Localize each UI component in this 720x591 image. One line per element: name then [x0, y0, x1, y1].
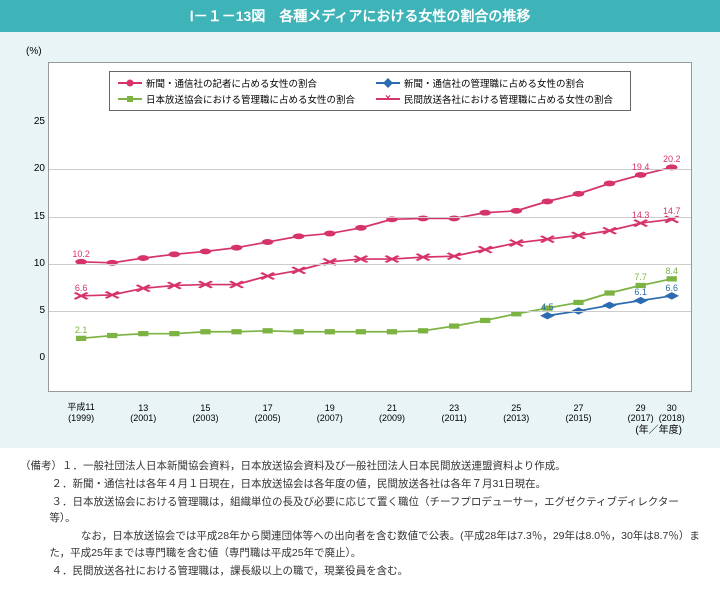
y-tick-label: 10 — [21, 258, 45, 269]
y-tick-label: 15 — [21, 211, 45, 222]
x-tick-label: 15(2003) — [192, 403, 218, 423]
data-label: 19.4 — [632, 162, 650, 172]
x-tick-label: 27(2015) — [565, 403, 591, 423]
data-label: 14.3 — [632, 210, 650, 220]
note-line: ２．新聞・通信社は各年４月１日現在，日本放送協会は各年度の値，民間放送各社は各年… — [20, 476, 700, 493]
data-label: 8.4 — [665, 266, 678, 276]
note-line: ４．民間放送各社における管理職は，課長級以上の職で，現業役員を含む。 — [20, 563, 700, 580]
notes-section: （備考）１．一般社団法人日本新聞協会資料，日本放送協会資料及び一般社団法人日本民… — [0, 448, 720, 591]
x-tick-label: 25(2013) — [503, 403, 529, 423]
chart-svg — [49, 63, 691, 391]
legend-item: ×民間放送各社における管理職に占める女性の割合 — [376, 92, 622, 106]
data-label: 2.1 — [75, 325, 88, 335]
y-tick-label: 25 — [21, 116, 45, 127]
note-line: （備考）１．一般社団法人日本新聞協会資料，日本放送協会資料及び一般社団法人日本民… — [20, 458, 700, 475]
legend: 新聞・通信社の記者に占める女性の割合新聞・通信社の管理職に占める女性の割合日本放… — [109, 71, 631, 111]
note-line: なお，日本放送協会では平成28年から関連団体等への出向者を含む数値で公表。(平成… — [20, 528, 700, 562]
y-tick-label: 5 — [21, 305, 45, 316]
legend-item: 新聞・通信社の管理職に占める女性の割合 — [376, 76, 622, 90]
x-tick-label: 23(2011) — [441, 403, 466, 423]
data-label: 14.7 — [663, 206, 681, 216]
data-label: 6.6 — [665, 283, 678, 293]
legend-item: 新聞・通信社の記者に占める女性の割合 — [118, 76, 364, 90]
y-tick-label: 0 — [21, 352, 45, 363]
data-label: 6.1 — [634, 287, 647, 297]
x-tick-label: 21(2009) — [379, 403, 405, 423]
legend-item: 日本放送協会における管理職に占める女性の割合 — [118, 92, 364, 106]
chart-title: Ⅰ－１－13図 各種メディアにおける女性の割合の推移 — [0, 0, 720, 32]
y-axis-unit: (%) — [26, 46, 42, 57]
note-line: ３．日本放送協会における管理職は，組織単位の長及び必要に応じて置く職位（チーフプ… — [20, 494, 700, 528]
data-label: 4.5 — [541, 302, 554, 312]
x-tick-label: 29(2017) — [628, 403, 654, 423]
x-tick-label: 19(2007) — [317, 403, 343, 423]
data-label: 10.2 — [72, 249, 90, 259]
data-label: 7.7 — [634, 272, 647, 282]
x-tick-label: 30(2018) — [659, 403, 685, 423]
data-label: 6.6 — [75, 283, 88, 293]
chart-container: (%) 新聞・通信社の記者に占める女性の割合新聞・通信社の管理職に占める女性の割… — [0, 32, 720, 448]
x-tick-label: 17(2005) — [255, 403, 281, 423]
data-label: 20.2 — [663, 154, 681, 164]
y-tick-label: 20 — [21, 163, 45, 174]
x-tick-label: 13(2001) — [130, 403, 156, 423]
plot-area: 新聞・通信社の記者に占める女性の割合新聞・通信社の管理職に占める女性の割合日本放… — [48, 62, 692, 392]
x-axis-unit: (年／年度) — [635, 421, 682, 436]
x-tick-label: 平成11(1999) — [67, 400, 94, 423]
